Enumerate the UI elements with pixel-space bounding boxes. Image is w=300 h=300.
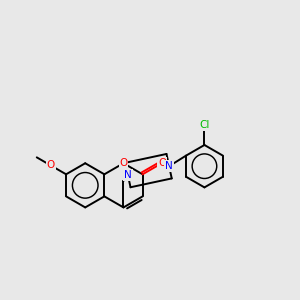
Text: O: O (47, 160, 55, 170)
Text: N: N (165, 161, 173, 171)
Text: N: N (124, 170, 132, 180)
Text: O: O (119, 158, 128, 168)
Text: O: O (158, 158, 166, 168)
Text: Cl: Cl (199, 120, 210, 130)
